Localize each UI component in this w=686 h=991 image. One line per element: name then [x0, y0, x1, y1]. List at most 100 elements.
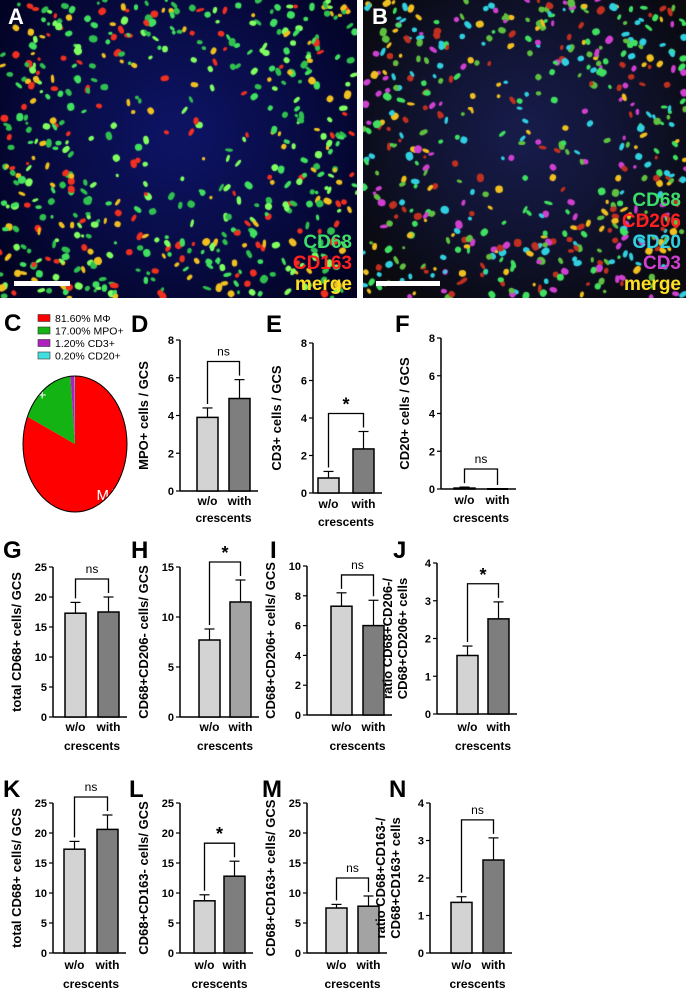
bar-with	[229, 601, 252, 718]
y-tick-label: 5	[295, 918, 301, 930]
x-tick-label: w/o	[64, 958, 85, 972]
stain-label: CD68	[303, 232, 352, 253]
y-tick-label: 4	[168, 411, 175, 423]
x-tick-label: with	[95, 958, 120, 972]
x-axis-label: crescents	[453, 511, 509, 525]
significance-bracket	[466, 583, 500, 643]
legend-swatch	[37, 351, 51, 360]
legend-swatch	[37, 314, 51, 322]
significance-label: ns	[86, 562, 99, 576]
bar-without	[330, 605, 353, 716]
y-tick-label: 15	[289, 858, 301, 870]
y-tick-label: 8	[295, 591, 301, 603]
significance-label: ns	[346, 861, 359, 875]
legend-swatch	[37, 339, 51, 347]
significance-label: *	[221, 543, 228, 563]
y-tick-label: 10	[289, 888, 301, 900]
y-tick-label: 2	[425, 634, 431, 646]
y-tick-label: 25	[289, 798, 301, 810]
panel-letter-D: D	[131, 311, 148, 338]
y-axis-label: total CD68+ cells/ GCS	[9, 808, 24, 948]
significance-label: ns	[217, 345, 230, 359]
y-tick-label: 4	[301, 413, 308, 425]
panel-letter-J: J	[393, 537, 406, 564]
y-axis-label: CD20+ cells / GCS	[397, 357, 412, 470]
stain-label: merge	[295, 274, 352, 295]
bar-with	[482, 859, 505, 954]
bar-with	[362, 624, 385, 716]
significance-bracket	[74, 578, 110, 599]
x-axis-label: crescents	[191, 977, 247, 991]
significance-bracket	[460, 819, 495, 893]
x-tick-label: w/o	[199, 720, 220, 734]
x-tick-label: with	[485, 493, 510, 507]
y-axis-label: MPO+ cells / GCS	[136, 361, 151, 470]
bar-with	[223, 875, 246, 954]
x-axis-label: crescents	[197, 739, 253, 753]
significance-bracket	[206, 360, 241, 404]
y-tick-label: 20	[35, 592, 47, 604]
significance-bracket	[340, 574, 375, 597]
stain-label: CD20	[632, 232, 681, 253]
y-tick-label: 10	[162, 888, 174, 900]
y-tick-label: 20	[289, 828, 301, 840]
y-tick-label: 25	[35, 798, 47, 810]
bar-with	[96, 828, 119, 954]
x-tick-label: with	[96, 720, 121, 734]
y-tick-label: 20	[35, 828, 47, 840]
y-tick-label: 5	[168, 662, 174, 674]
scale-bar	[14, 281, 70, 286]
x-tick-label: w/o	[326, 958, 347, 972]
significance-label: *	[216, 824, 223, 844]
y-tick-label: 2	[418, 873, 424, 885]
y-tick-label: 0	[429, 484, 435, 496]
y-tick-label: 15	[162, 858, 174, 870]
y-tick-label: 0	[295, 948, 301, 960]
x-axis-label: crescents	[449, 977, 505, 991]
pie-slice	[22, 376, 127, 512]
y-tick-label: 20	[162, 828, 174, 840]
x-tick-label: with	[361, 720, 386, 734]
x-tick-label: with	[222, 958, 247, 972]
pie-slice	[70, 376, 75, 444]
pie-slice	[74, 376, 75, 444]
legend-swatch	[37, 326, 51, 335]
x-axis-label: crescents	[64, 739, 120, 753]
y-tick-label: 5	[41, 918, 47, 930]
significance-label: ns	[471, 803, 484, 817]
pie-slice-label: MPO+	[4, 387, 47, 404]
significance-label: ns	[351, 558, 364, 572]
micrograph-a	[0, 0, 357, 298]
panel-letter-K: K	[3, 776, 21, 803]
y-tick-label: 6	[301, 376, 307, 388]
bar-without	[64, 612, 87, 718]
bar-without	[317, 477, 340, 494]
significance-label: ns	[85, 780, 98, 794]
y-tick-label: 0	[425, 709, 431, 721]
panel-letter-N: N	[389, 776, 406, 803]
y-tick-label: 0	[168, 486, 174, 498]
legend-entry: 81.60% MΦ	[55, 313, 111, 325]
x-axis-label: crescents	[324, 977, 380, 991]
pie-outline	[22, 375, 128, 513]
y-axis-label: ratio CD68+CD206-/	[380, 578, 395, 699]
y-axis-label: CD3+ cells / GCS	[269, 365, 284, 470]
bar-without	[193, 900, 216, 954]
bar-without	[456, 654, 479, 715]
y-axis-label: CD68+CD163+ cells	[388, 817, 403, 938]
x-tick-label: with	[486, 720, 511, 734]
x-axis-label: crescents	[455, 739, 511, 753]
panel-letter-G: G	[3, 537, 22, 564]
bar-with	[487, 618, 510, 715]
y-tick-label: 4	[429, 409, 436, 421]
panel-letter-A: A	[8, 4, 24, 29]
y-tick-label: 2	[301, 451, 307, 463]
pie-slice-label: Mϕ	[97, 487, 118, 504]
bar-with	[352, 448, 375, 494]
y-tick-label: 4	[418, 798, 425, 810]
y-tick-label: 25	[162, 798, 174, 810]
y-axis-label: CD68+CD163- cells/ GCS	[136, 801, 151, 955]
x-axis-label: crescents	[195, 511, 251, 525]
bar-with	[357, 905, 380, 954]
y-axis-label: CD68+CD206- cells/ GCS	[136, 565, 151, 719]
